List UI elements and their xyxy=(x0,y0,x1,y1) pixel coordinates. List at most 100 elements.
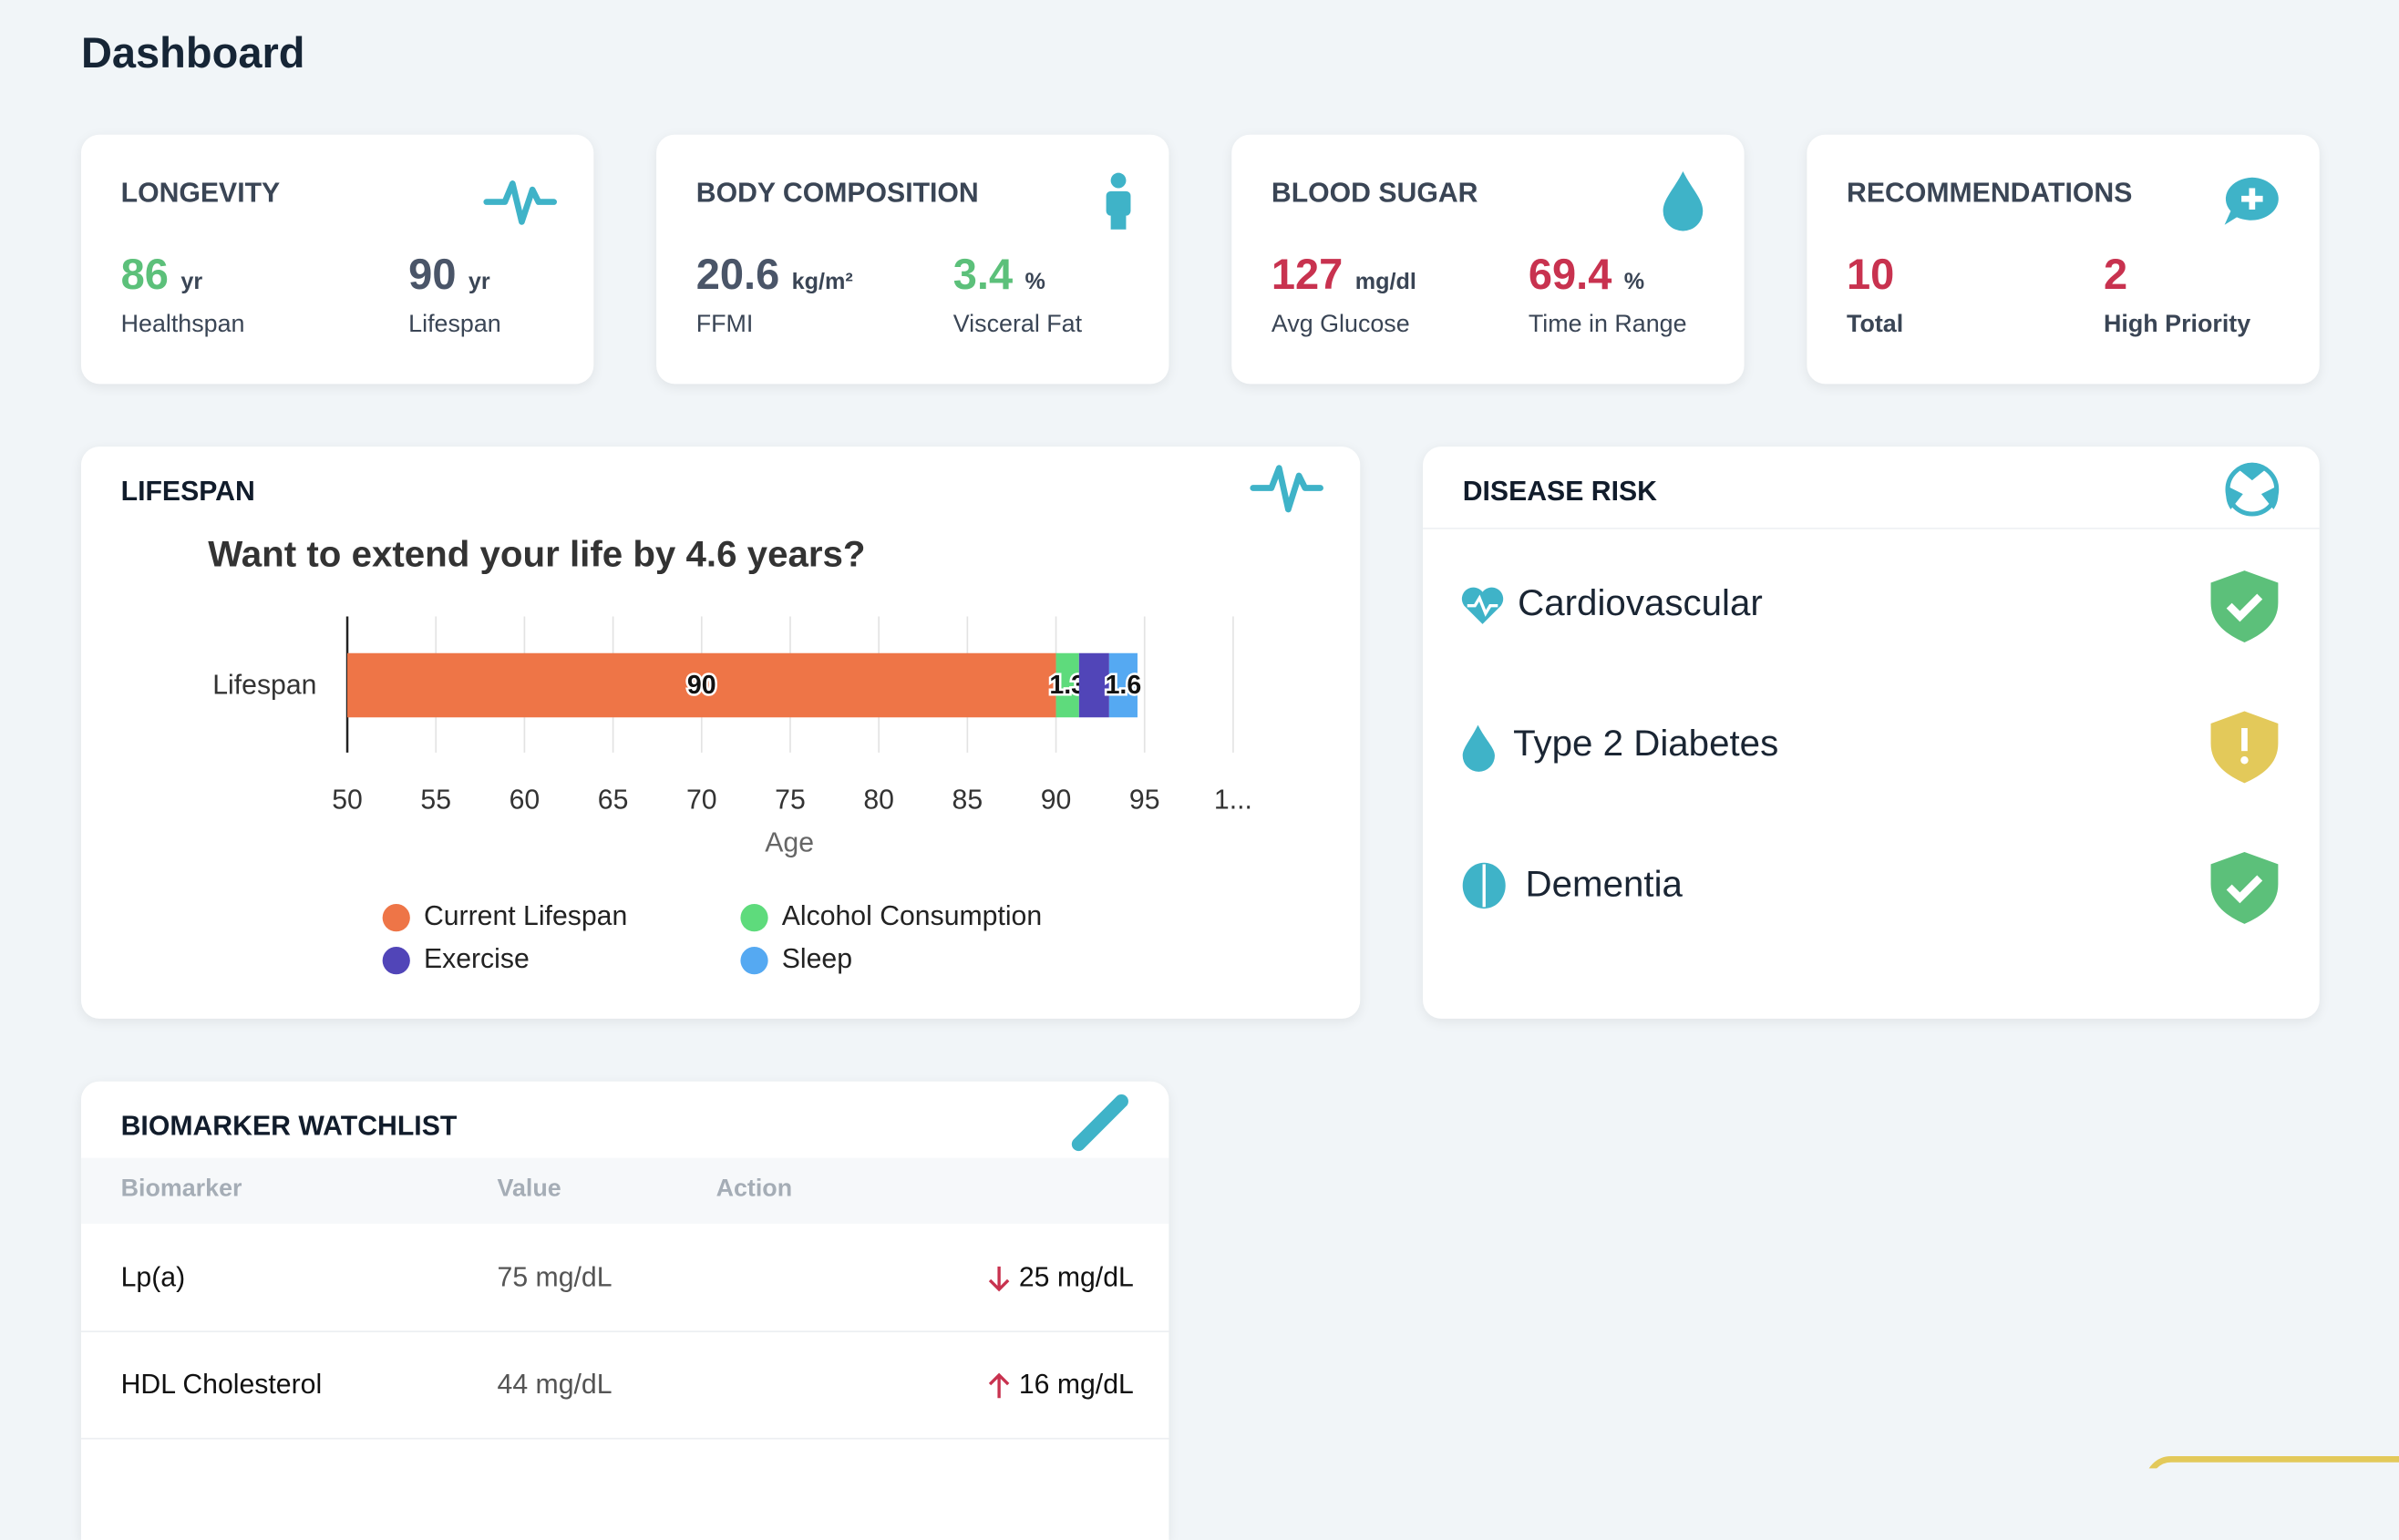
lifespan-panel: LIFESPAN Want to extend your life by 4.6… xyxy=(80,447,1361,1019)
table-header xyxy=(80,1157,1169,1224)
biomarker-action: 25 mg/dL xyxy=(988,1262,1134,1294)
metric: 20.6 kg/m² FFMI xyxy=(696,251,853,339)
x-tick-label: 55 xyxy=(420,785,451,816)
row-divider xyxy=(80,1330,1169,1333)
direction-arrow xyxy=(988,1371,1010,1398)
metric-unit: mg/dl xyxy=(1354,269,1416,295)
legend-swatch xyxy=(382,947,410,975)
column-header: Value xyxy=(497,1176,561,1203)
metric-value: 20.6 xyxy=(695,251,780,299)
arrow-path xyxy=(988,1266,1010,1291)
metric-row: 3.4% xyxy=(953,251,1082,300)
card-title: RECOMMENDATIONS xyxy=(1847,177,2133,209)
card-title: BODY COMPOSITION xyxy=(695,177,979,209)
metric: 86 yr Healthspan xyxy=(121,251,245,339)
metric: 10 Total xyxy=(1847,251,1903,339)
legend-label: Current Lifespan xyxy=(424,901,627,931)
x-tick-label: 50 xyxy=(332,785,363,816)
bar-segment xyxy=(1078,652,1109,718)
x-tick-label: 75 xyxy=(775,785,806,816)
metric-label: Lifespan xyxy=(408,312,501,338)
metric-label: Visceral Fat xyxy=(952,312,1083,338)
bar-segment xyxy=(1055,652,1079,718)
page-title: Dashboard xyxy=(80,28,305,77)
action-text: 25 mg/dL xyxy=(1018,1261,1134,1293)
x-tick-label: 85 xyxy=(952,785,983,816)
legend-label: Sleep xyxy=(782,944,852,974)
metric: 2 High Priority xyxy=(2104,251,2250,339)
category-label: Lifespan xyxy=(212,671,316,701)
metric-unit: yr xyxy=(180,269,203,295)
biomarker-value: 75 mg/dL xyxy=(497,1261,613,1293)
x-tick-label: 60 xyxy=(510,785,541,816)
floating-button xyxy=(2148,1456,2399,1469)
x-tick-label: 70 xyxy=(686,785,717,816)
metric-label: Time in Range xyxy=(1528,312,1687,338)
direction-arrow xyxy=(988,1266,1010,1291)
action-text: 16 mg/dL xyxy=(1018,1369,1134,1400)
metric-unit: % xyxy=(1623,269,1645,295)
data-label: 1.6 xyxy=(1106,671,1142,700)
biomarker-action: 16 mg/dL xyxy=(988,1369,1134,1401)
metric-row: 127 mg/dl xyxy=(1272,251,1416,300)
x-tick-label: 1... xyxy=(1214,785,1252,816)
metric: 69.4% Time in Range xyxy=(1529,251,1687,339)
legend-label: Alcohol Consumption xyxy=(782,901,1042,931)
metric-value: 127 xyxy=(1271,251,1344,299)
column-header: Action xyxy=(716,1176,793,1203)
divider xyxy=(1423,528,2320,529)
metric-value: 10 xyxy=(1847,251,1895,299)
panel-title: LIFESPAN xyxy=(120,476,255,507)
bar-segment xyxy=(347,652,1056,718)
x-tick-label: 80 xyxy=(863,785,894,816)
disease-risk-panel: DISEASE RISK Cardiovascular Type 2 Diabet… xyxy=(1423,447,2320,1019)
summary-card: RECOMMENDATIONS 10 Total 2 High Priority xyxy=(1807,134,2320,385)
x-tick-label: 95 xyxy=(1129,785,1160,816)
metric-row: 2 xyxy=(2104,251,2250,300)
x-tick-label: 90 xyxy=(1041,785,1072,816)
metric-row: 90 yr xyxy=(408,251,501,300)
card-title: LONGEVITY xyxy=(120,177,281,209)
bar-segment xyxy=(1108,652,1138,718)
metric-label: Avg Glucose xyxy=(1271,312,1410,338)
x-tick-label: 65 xyxy=(598,785,629,816)
legend-label: Exercise xyxy=(424,944,530,974)
disease-name: Cardiovascular xyxy=(1518,582,1763,624)
metric-row: 20.6 kg/m² xyxy=(696,251,853,300)
biomarker-value: 44 mg/dL xyxy=(497,1369,613,1400)
metric-value: 2 xyxy=(2104,251,2128,299)
column-header: Biomarker xyxy=(120,1176,242,1203)
row-divider xyxy=(80,1437,1169,1440)
data-label: 90 xyxy=(687,671,716,700)
metric-label: Total xyxy=(1847,312,1904,338)
biomarker-panel: BIOMARKER WATCHLIST Biomarker Value Action… xyxy=(80,1081,1169,1540)
summary-card: BODY COMPOSITION 20.6 kg/m² FFMI 3.4% Viscera… xyxy=(656,134,1169,385)
metric: 90 yr Lifespan xyxy=(408,251,501,339)
disease-name: Dementia xyxy=(1525,864,1683,906)
biomarker-name: HDL Cholesterol xyxy=(120,1369,323,1400)
lifespan-chart: Want to extend your life by 4.6 years? L… xyxy=(208,534,1252,975)
metric-value: 69.4 xyxy=(1528,251,1612,299)
biomarker-name: Lp(a) xyxy=(120,1261,186,1293)
metric-unit: kg/m² xyxy=(791,269,853,295)
panel-title: BIOMARKER WATCHLIST xyxy=(120,1110,458,1142)
arrow-path xyxy=(988,1371,1010,1398)
summary-card: BLOOD SUGAR 127 mg/dl Avg Glucose 69.4% Time … xyxy=(1231,134,1745,385)
metric-row: 10 xyxy=(1847,251,1903,300)
metric-unit: yr xyxy=(468,269,490,295)
metric-label: FFMI xyxy=(695,312,754,338)
metric-value: 90 xyxy=(408,251,457,299)
x-axis-label: Age xyxy=(765,828,814,858)
metric-value: 86 xyxy=(120,251,169,299)
metric-row: 86 yr xyxy=(121,251,245,300)
metric: 3.4% Visceral Fat xyxy=(953,251,1082,339)
metric-value: 3.4 xyxy=(952,251,1014,299)
panel-title: DISEASE RISK xyxy=(1462,476,1657,507)
legend-swatch xyxy=(382,904,410,932)
metric-label: High Priority xyxy=(2104,312,2251,338)
metric-row: 69.4% xyxy=(1529,251,1687,300)
metric: 127 mg/dl Avg Glucose xyxy=(1272,251,1416,339)
legend-swatch xyxy=(740,947,768,975)
chart-title: Want to extend your life by 4.6 years? xyxy=(208,534,865,575)
legend-swatch xyxy=(740,904,768,932)
